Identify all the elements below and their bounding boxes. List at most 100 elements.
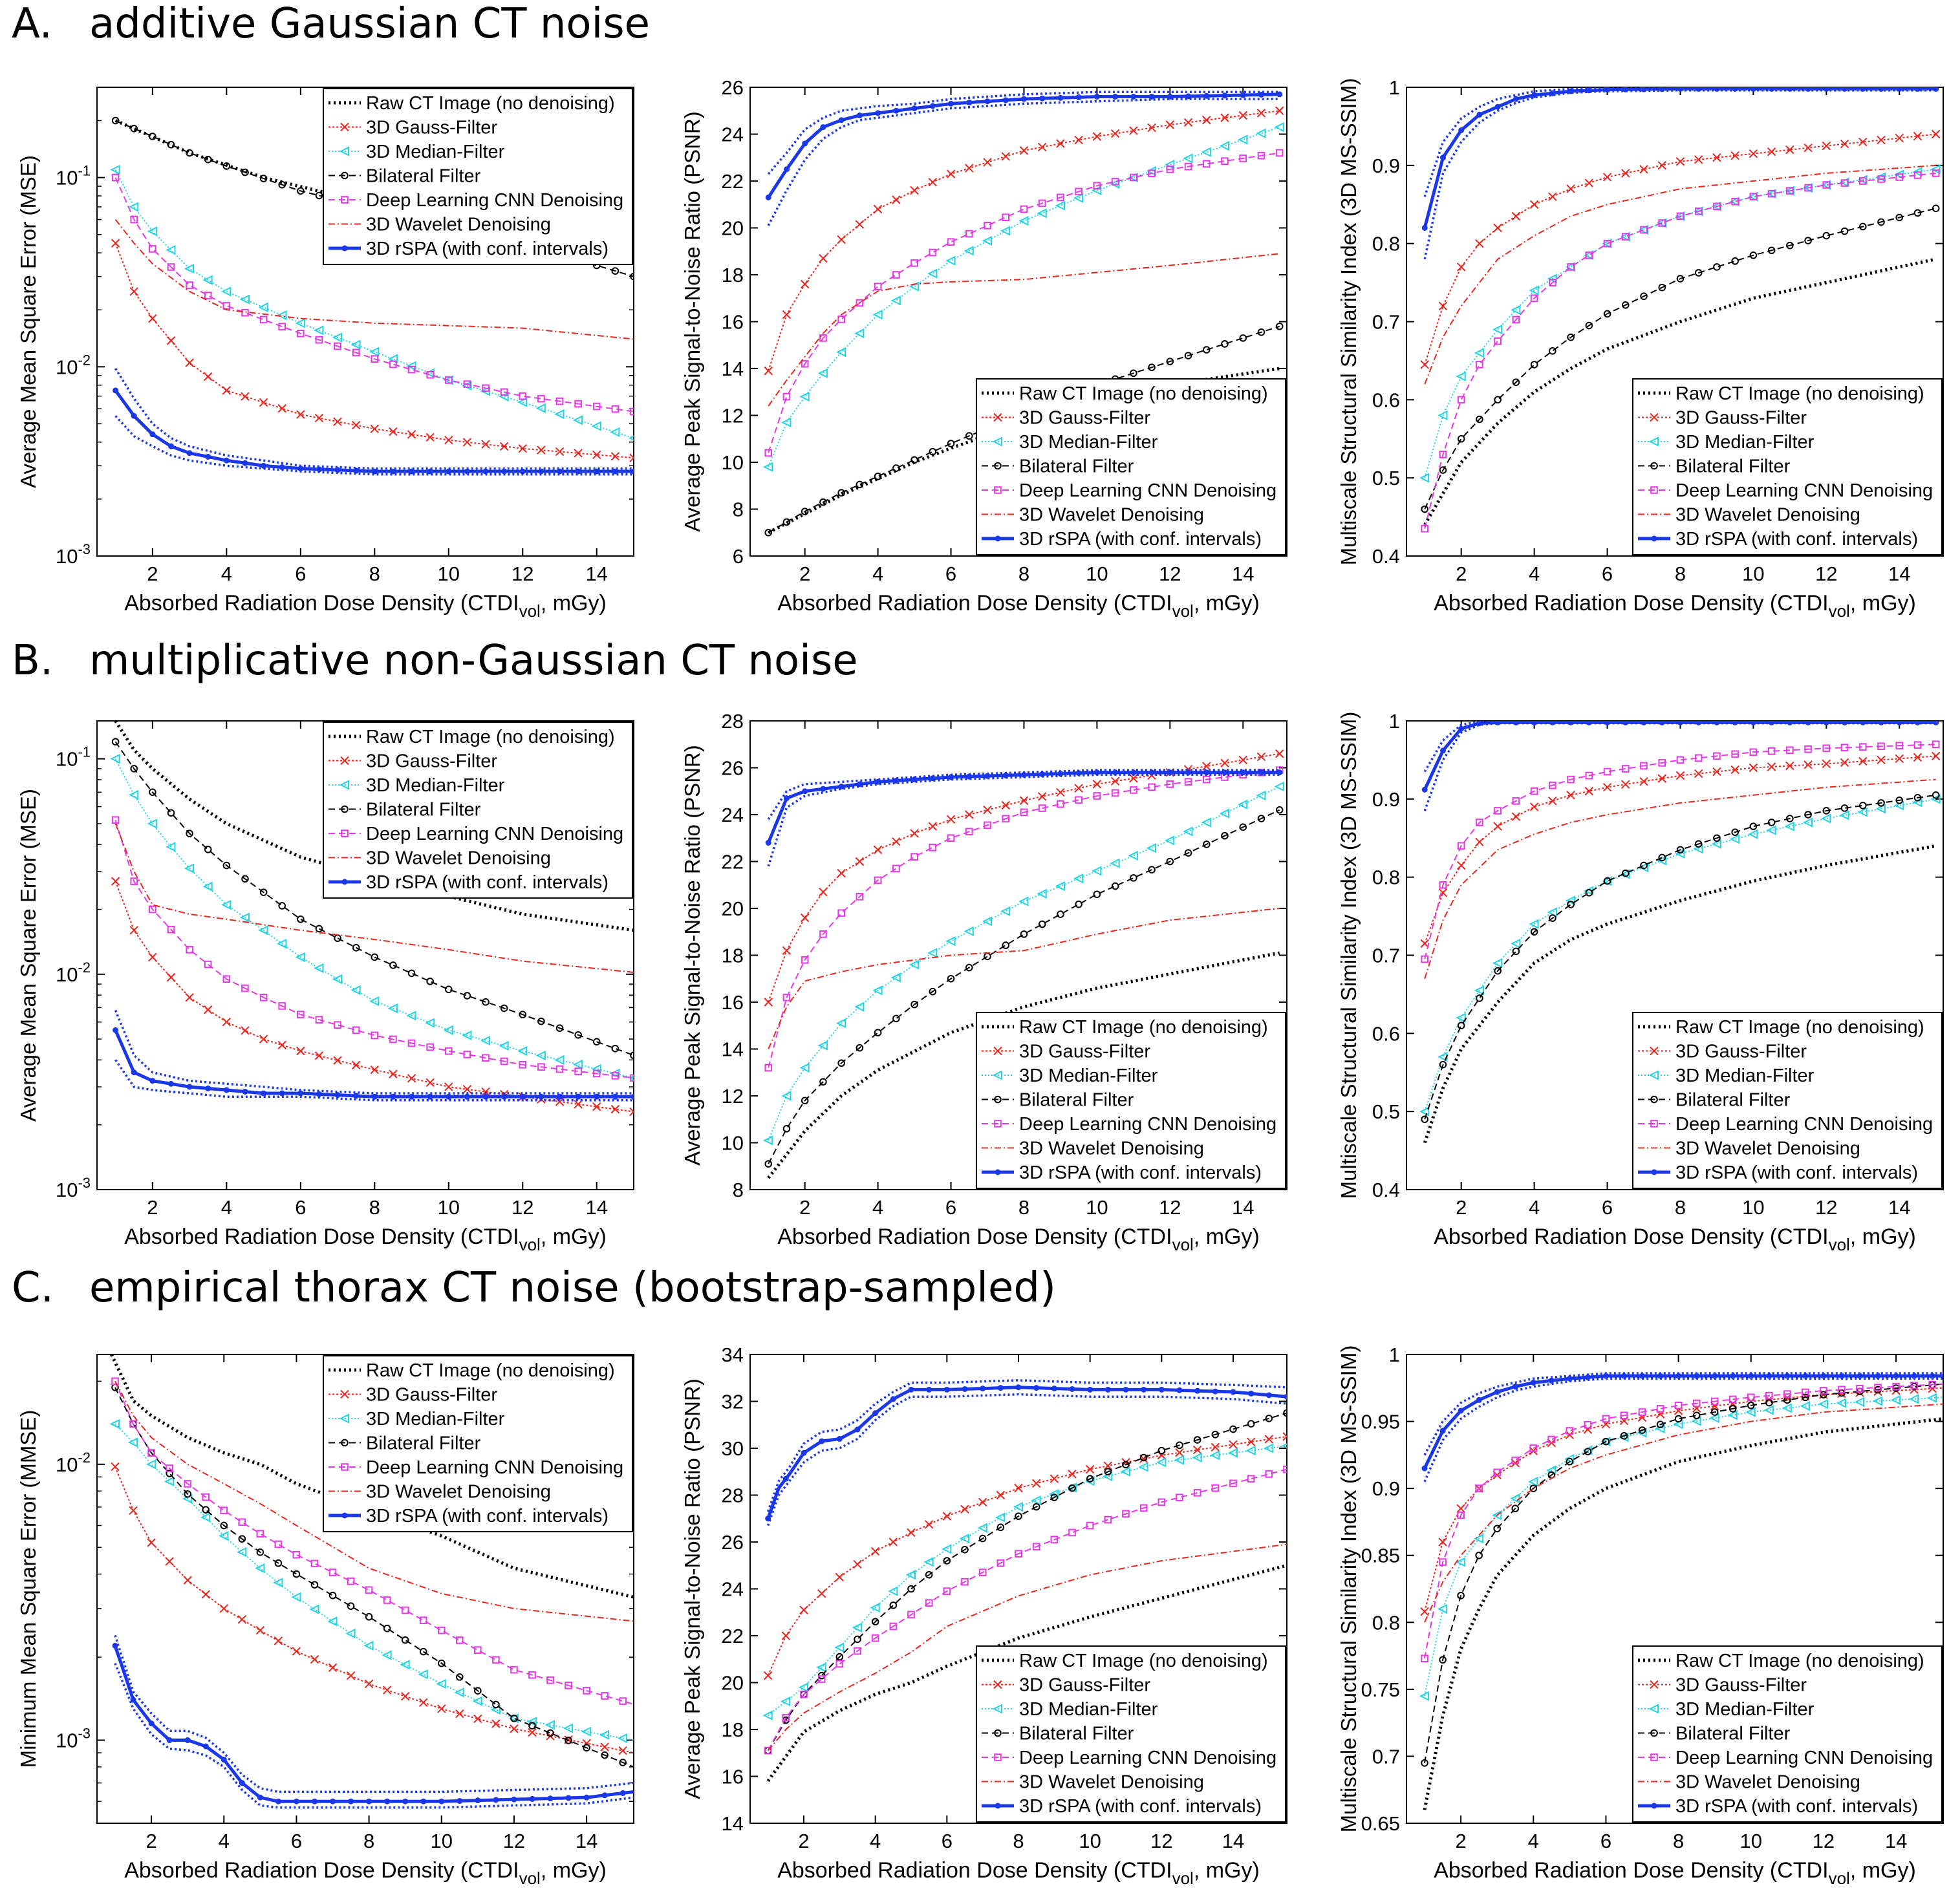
- marker-circle: [892, 1014, 900, 1023]
- marker-dot: [783, 795, 790, 802]
- marker-circle: [910, 456, 918, 464]
- marker-dot: [948, 100, 954, 107]
- marker-dot: [1549, 721, 1556, 725]
- marker-square: [965, 828, 973, 836]
- marker-square: [241, 984, 249, 992]
- marker-dot: [1914, 87, 1921, 92]
- series-line: [768, 786, 1280, 1141]
- marker-triangle: [1930, 794, 1941, 804]
- series-line: [768, 769, 1280, 1068]
- marker-circle: [1457, 1592, 1465, 1600]
- y-tick-label: 10-2: [56, 959, 91, 986]
- marker-dot: [239, 1780, 245, 1786]
- series-line: [114, 1029, 634, 1098]
- marker-x: [892, 837, 901, 846]
- marker-x: [1548, 797, 1557, 806]
- marker-triangle: [1219, 808, 1230, 819]
- marker-circle: [1265, 1415, 1273, 1422]
- legend-label: Bilateral Filter: [1675, 1724, 1791, 1744]
- marker-dot: [205, 453, 211, 460]
- marker-triangle: [1894, 169, 1904, 180]
- marker-triangle: [1238, 799, 1248, 809]
- marker-dot: [893, 107, 899, 114]
- marker-x: [1110, 776, 1120, 786]
- marker-square: [401, 1606, 409, 1614]
- y-tick-label: 10: [722, 451, 744, 474]
- y-tick-label: 0.95: [1361, 1411, 1400, 1433]
- x-tick-label: 14: [1232, 562, 1254, 585]
- marker-circle: [947, 974, 955, 983]
- marker-x: [1092, 132, 1102, 141]
- marker-dot: [1696, 87, 1702, 92]
- legend-box: [976, 1012, 1286, 1189]
- marker-triangle: [781, 1091, 792, 1101]
- series-line: [1424, 208, 1936, 509]
- x-tick-label: 14: [586, 1196, 608, 1219]
- marker-x: [491, 1719, 501, 1728]
- marker-square: [1932, 169, 1940, 177]
- legend-item: 3D Wavelet Denoising: [328, 1482, 551, 1503]
- marker-circle: [874, 472, 882, 480]
- marker-square: [220, 1506, 228, 1515]
- marker-x: [1275, 106, 1284, 115]
- marker-dot: [1750, 87, 1756, 92]
- marker-dot: [1914, 721, 1921, 725]
- marker-square: [426, 1043, 434, 1051]
- y-axis-label: Average Peak Signal-to-Noise Ratio (PSNR…: [680, 745, 704, 1166]
- marker-square: [1895, 173, 1904, 181]
- marker-square: [1638, 1408, 1646, 1416]
- marker-circle: [1621, 869, 1630, 877]
- marker-dot: [1714, 721, 1720, 725]
- legend-label: 3D Median-Filter: [1675, 1065, 1815, 1086]
- marker-square: [1057, 193, 1064, 202]
- marker-triangle: [572, 415, 583, 425]
- marker-triangle: [202, 275, 213, 285]
- marker-triangle: [781, 1696, 791, 1707]
- marker-circle: [1804, 237, 1812, 244]
- marker-circle: [978, 1534, 987, 1543]
- marker-circle: [764, 1160, 773, 1168]
- marker-circle: [1275, 806, 1284, 814]
- x-tick-label: 2: [147, 562, 158, 585]
- marker-square: [574, 400, 582, 408]
- marker-dot: [1784, 1373, 1791, 1379]
- marker-dot: [838, 117, 845, 123]
- legend-label: 3D Gauss-Filter: [1019, 408, 1150, 429]
- legend-item: Deep Learning CNN Denoising: [328, 1457, 623, 1478]
- y-tick-label: 22: [722, 170, 744, 193]
- marker-dot: [908, 1386, 914, 1393]
- marker-dot: [1896, 87, 1902, 92]
- marker-x: [1650, 1680, 1659, 1689]
- marker-triangle: [1110, 178, 1120, 189]
- marker-circle: [1283, 1409, 1287, 1417]
- y-axis-label: Average Mean Square Error (MSE): [16, 789, 40, 1122]
- marker-circle: [555, 1024, 564, 1033]
- marker-circle: [222, 861, 231, 870]
- legend-item: 3D Median-Filter: [328, 142, 505, 162]
- marker-circle: [856, 480, 864, 489]
- marker-circle: [994, 1729, 1002, 1737]
- series-line: [114, 758, 634, 1079]
- x-axis-label-main: Absorbed Radiation Dose Density (CTDI: [124, 591, 519, 616]
- legend-item: Raw CT Image (no denoising): [982, 1651, 1268, 1671]
- marker-square: [1692, 1399, 1701, 1408]
- y-tick-label: 26: [722, 1531, 744, 1554]
- marker-x: [1019, 796, 1029, 805]
- marker-circle: [130, 765, 138, 773]
- marker-dot: [565, 1795, 572, 1801]
- x-tick-label: 10: [1740, 1830, 1762, 1852]
- marker-square: [1566, 1427, 1574, 1435]
- marker-square: [347, 1577, 355, 1585]
- marker-x: [965, 810, 974, 819]
- marker-dot: [1421, 1465, 1428, 1472]
- marker-x: [370, 1065, 380, 1075]
- marker-triangle: [927, 948, 938, 958]
- marker-square: [1603, 239, 1611, 248]
- series-3d-gauss-filter: [764, 749, 1284, 1007]
- legend-label: Bilateral Filter: [1019, 1090, 1134, 1111]
- x-tick-label: 12: [1815, 562, 1837, 585]
- marker-x: [364, 1679, 374, 1689]
- marker-circle: [166, 1470, 173, 1477]
- marker-circle: [389, 961, 397, 969]
- marker-circle: [292, 1570, 301, 1578]
